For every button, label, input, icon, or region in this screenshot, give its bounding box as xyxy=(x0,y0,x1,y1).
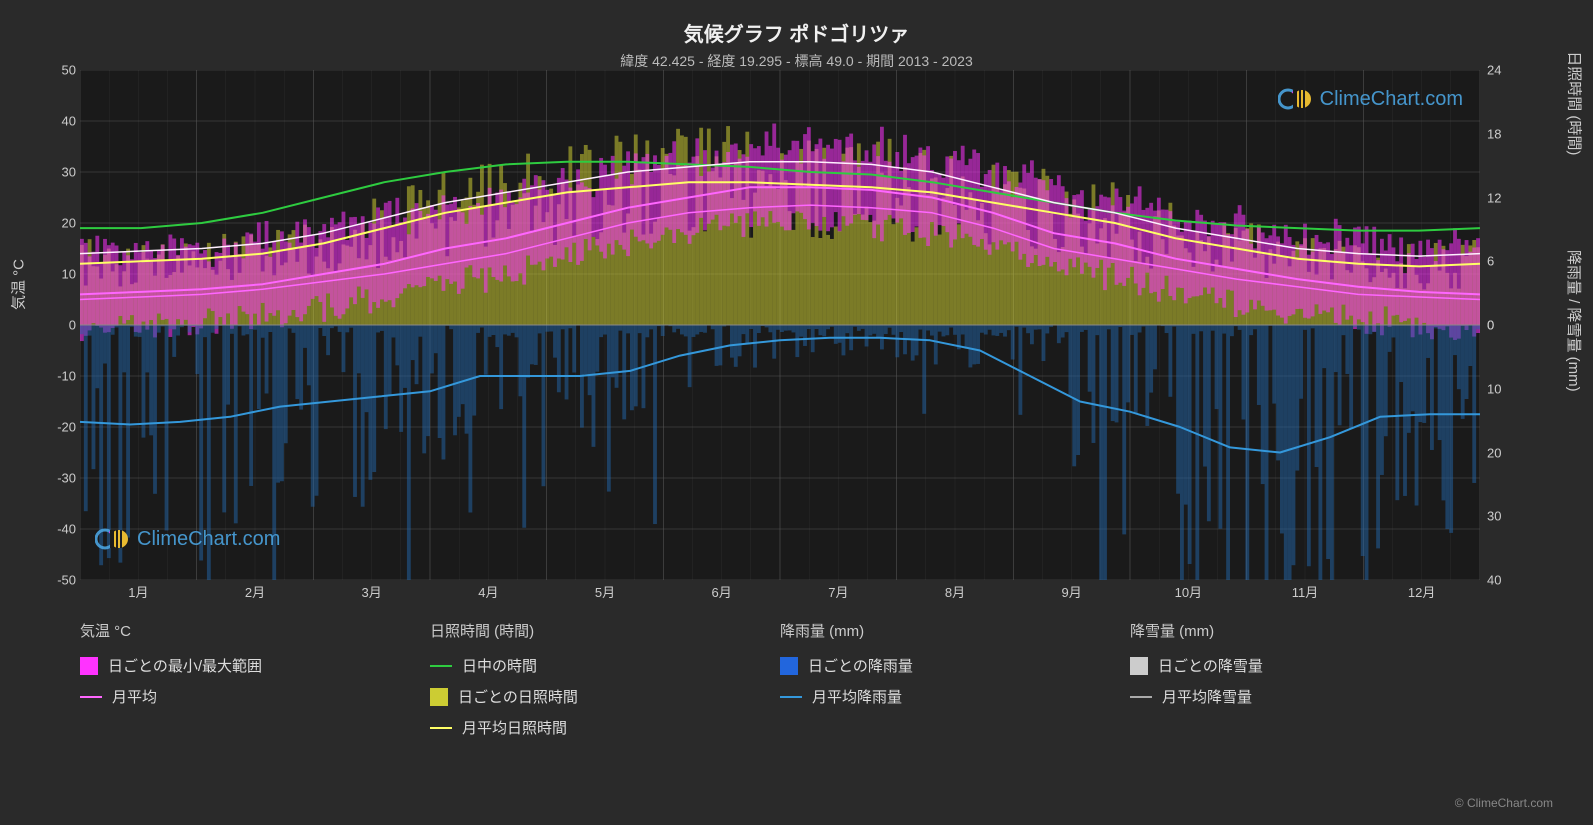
y-axis-left-label: 気温 °C xyxy=(8,259,29,310)
x-tick-month: 11月 xyxy=(1292,582,1319,601)
legend-header: 日照時間 (時間) xyxy=(430,620,780,641)
legend-swatch xyxy=(430,665,452,667)
legend: 気温 °C 日ごとの最小/最大範囲月平均 日照時間 (時間) 日中の時間日ごとの日照時… xyxy=(80,620,1480,748)
chart-subtitle: 緯度 42.425 - 経度 19.295 - 標高 49.0 - 期間 201… xyxy=(0,51,1593,71)
legend-swatch xyxy=(80,657,98,675)
x-tick-month: 3月 xyxy=(362,582,382,601)
plot-area xyxy=(80,70,1480,580)
legend-header: 気温 °C xyxy=(80,620,430,641)
legend-item: 日ごとの日照時間 xyxy=(430,686,780,707)
legend-item: 月平均日照時間 xyxy=(430,717,780,738)
climate-chart: 気候グラフ ポドゴリツァ 緯度 42.425 - 経度 19.295 - 標高 … xyxy=(0,0,1593,825)
legend-label: 月平均日照時間 xyxy=(462,717,567,738)
legend-swatch xyxy=(1130,657,1148,675)
x-tick-month: 2月 xyxy=(245,582,265,601)
legend-column: 日照時間 (時間) 日中の時間日ごとの日照時間月平均日照時間 xyxy=(430,620,780,748)
y-tick-left: 10 xyxy=(62,267,76,282)
watermark-text: ClimeChart.com xyxy=(1320,88,1463,111)
legend-item: 日ごとの降雪量 xyxy=(1130,655,1480,676)
legend-item: 日ごとの降雨量 xyxy=(780,655,1130,676)
legend-header: 降雪量 (mm) xyxy=(1130,620,1480,641)
y-tick-left: 0 xyxy=(69,318,76,333)
x-tick-month: 1月 xyxy=(128,582,148,601)
logo-icon xyxy=(1278,85,1314,113)
y-tick-right-bot: 30 xyxy=(1487,509,1501,524)
y-tick-right-bot: 10 xyxy=(1487,381,1501,396)
legend-item: 日中の時間 xyxy=(430,655,780,676)
y-tick-left: -50 xyxy=(57,573,76,588)
y-tick-right-bot: 20 xyxy=(1487,445,1501,460)
legend-label: 月平均降雪量 xyxy=(1162,686,1252,707)
legend-label: 日中の時間 xyxy=(462,655,537,676)
legend-header: 降雨量 (mm) xyxy=(780,620,1130,641)
legend-swatch xyxy=(430,727,452,729)
y-axis-right-bottom: 010203040 xyxy=(1483,325,1523,580)
x-axis: 1月 2月 3月 4月 5月 6月 7月 8月 9月 10月 11月 12月 xyxy=(80,582,1480,602)
y-tick-left: -30 xyxy=(57,471,76,486)
y-tick-left: 30 xyxy=(62,165,76,180)
legend-item: 月平均 xyxy=(80,686,430,707)
legend-swatch xyxy=(780,696,802,698)
y-axis-right2-label: 降雨量 / 降雪量 (mm) xyxy=(1565,250,1586,392)
legend-label: 日ごとの降雪量 xyxy=(1158,655,1263,676)
watermark-bottom: ClimeChart.com xyxy=(95,525,280,553)
y-tick-left: -40 xyxy=(57,522,76,537)
chart-title: 気候グラフ ポドゴリツァ xyxy=(0,0,1593,47)
x-tick-month: 7月 xyxy=(828,582,848,601)
y-tick-left: -20 xyxy=(57,420,76,435)
y-axis-right1-label: 日照時間 (時間) xyxy=(1565,51,1586,155)
legend-label: 月平均 xyxy=(112,686,157,707)
legend-column: 降雨量 (mm) 日ごとの降雨量月平均降雨量 xyxy=(780,620,1130,748)
y-axis-right-top: 06121824 xyxy=(1483,70,1523,325)
legend-item: 月平均降雨量 xyxy=(780,686,1130,707)
legend-swatch xyxy=(430,688,448,706)
y-tick-right-top: 12 xyxy=(1487,190,1501,205)
legend-label: 日ごとの日照時間 xyxy=(458,686,578,707)
copyright: © ClimeChart.com xyxy=(1455,796,1553,810)
logo-icon xyxy=(95,525,131,553)
x-tick-month: 4月 xyxy=(478,582,498,601)
x-tick-month: 10月 xyxy=(1175,582,1202,601)
y-tick-right-top: 18 xyxy=(1487,126,1501,141)
legend-swatch xyxy=(1130,696,1152,698)
y-tick-right-top: 6 xyxy=(1487,254,1494,269)
y-tick-right-top: 24 xyxy=(1487,63,1501,78)
x-tick-month: 12月 xyxy=(1408,582,1435,601)
x-tick-month: 9月 xyxy=(1062,582,1082,601)
legend-item: 月平均降雪量 xyxy=(1130,686,1480,707)
x-tick-month: 6月 xyxy=(712,582,732,601)
y-tick-left: 20 xyxy=(62,216,76,231)
y-tick-right-bot: 40 xyxy=(1487,573,1501,588)
watermark-top: ClimeChart.com xyxy=(1278,85,1463,113)
legend-column: 降雪量 (mm) 日ごとの降雪量月平均降雪量 xyxy=(1130,620,1480,748)
y-tick-left: -10 xyxy=(57,369,76,384)
legend-label: 日ごとの最小/最大範囲 xyxy=(108,655,262,676)
plot-svg xyxy=(80,70,1480,580)
y-tick-right-bot: 0 xyxy=(1487,318,1494,333)
y-axis-left: -50-40-30-20-1001020304050 xyxy=(40,70,80,580)
legend-label: 月平均降雨量 xyxy=(812,686,902,707)
legend-label: 日ごとの降雨量 xyxy=(808,655,913,676)
y-tick-left: 50 xyxy=(62,63,76,78)
y-tick-left: 40 xyxy=(62,114,76,129)
x-tick-month: 5月 xyxy=(595,582,615,601)
legend-swatch xyxy=(80,696,102,698)
x-tick-month: 8月 xyxy=(945,582,965,601)
watermark-text: ClimeChart.com xyxy=(137,528,280,551)
legend-column: 気温 °C 日ごとの最小/最大範囲月平均 xyxy=(80,620,430,748)
legend-item: 日ごとの最小/最大範囲 xyxy=(80,655,430,676)
legend-swatch xyxy=(780,657,798,675)
